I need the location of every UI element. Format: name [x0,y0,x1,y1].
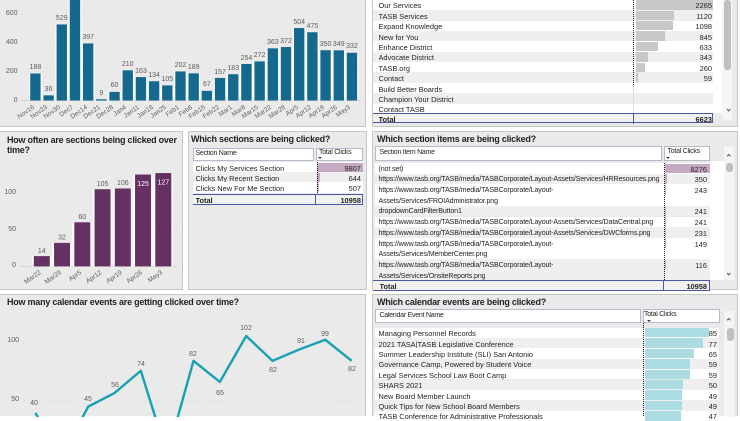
svg-text:May3: May3 [147,269,164,284]
svg-text:Apr26: Apr26 [125,269,144,285]
svg-text:32: 32 [58,235,66,242]
svg-text:125: 125 [137,181,149,188]
svg-text:Mar22: Mar22 [23,269,43,286]
svg-text:Mar29: Mar29 [43,269,63,286]
svg-text:105: 105 [97,181,109,188]
svg-text:Apr19: Apr19 [105,269,124,285]
svg-text:127: 127 [157,180,169,187]
svg-text:Apr5: Apr5 [68,269,84,283]
svg-text:106: 106 [117,180,129,187]
svg-text:60: 60 [78,214,86,221]
svg-text:Apr12: Apr12 [85,269,104,285]
svg-text:14: 14 [38,248,46,255]
